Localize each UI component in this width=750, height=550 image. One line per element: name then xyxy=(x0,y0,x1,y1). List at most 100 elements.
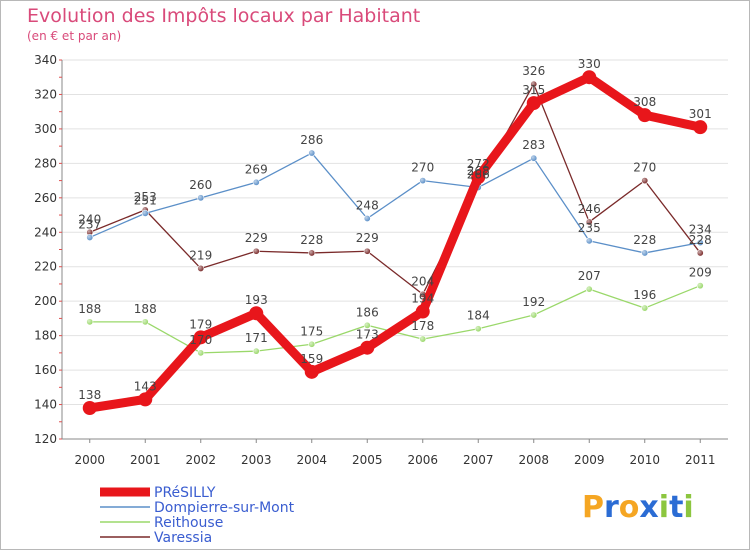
x-tick-label: 2005 xyxy=(352,453,383,467)
data-point-shine xyxy=(253,248,260,255)
data-label: 207 xyxy=(578,269,601,283)
data-label: 301 xyxy=(689,107,712,121)
data-label: 253 xyxy=(134,190,157,204)
proxiti-logo: Proxiti xyxy=(582,490,694,525)
data-point-shine xyxy=(86,234,93,241)
x-tick-label: 2004 xyxy=(296,453,327,467)
data-label: 228 xyxy=(300,233,323,247)
data-point-shine xyxy=(697,249,704,257)
data-point-shine xyxy=(86,229,93,236)
y-tick-label: 140 xyxy=(34,398,57,412)
data-point-shine xyxy=(253,347,260,355)
data-label: 194 xyxy=(411,292,434,306)
data-point-shine xyxy=(197,265,204,272)
series-line xyxy=(89,285,701,354)
legend-label: PRéSILLY xyxy=(154,485,216,501)
data-point-shine xyxy=(197,194,204,202)
data-label: 237 xyxy=(78,217,101,231)
data-point-shine xyxy=(530,311,537,319)
x-tick-label: 2007 xyxy=(463,453,494,467)
x-tick-label: 2000 xyxy=(74,453,105,467)
data-label: 269 xyxy=(245,162,268,176)
data-label: 283 xyxy=(522,138,545,152)
data-label: 246 xyxy=(578,202,601,216)
data-point-shine xyxy=(697,282,704,289)
data-label: 266 xyxy=(467,167,490,181)
data-point xyxy=(82,400,97,415)
data-point xyxy=(360,340,375,355)
data-point-shine xyxy=(308,149,315,157)
data-label: 138 xyxy=(78,388,101,402)
data-label: 229 xyxy=(356,231,379,245)
data-point-shine xyxy=(530,80,537,88)
series-line xyxy=(85,72,705,413)
x-tick-label: 2009 xyxy=(574,453,605,467)
data-point xyxy=(249,306,264,321)
logo-letter: P xyxy=(582,490,604,525)
series-varessia xyxy=(86,80,704,298)
logo-letter: o xyxy=(619,490,640,525)
x-tick-label: 2010 xyxy=(629,453,660,467)
data-point xyxy=(471,170,486,185)
data-label: 228 xyxy=(689,233,712,247)
series-pr-silly xyxy=(82,70,708,415)
data-point-shine xyxy=(364,322,371,329)
y-tick-label: 240 xyxy=(34,225,57,239)
data-label: 179 xyxy=(189,317,212,331)
data-label: 308 xyxy=(633,95,656,109)
y-tick-label: 300 xyxy=(34,122,57,136)
y-tick-label: 280 xyxy=(34,156,57,170)
data-label: 143 xyxy=(134,379,157,393)
data-point-shine xyxy=(253,179,260,186)
legend: PRéSILLYDompierre-sur-MontReithouseVares… xyxy=(100,485,295,546)
data-label: 315 xyxy=(522,83,545,97)
data-point-shine xyxy=(142,210,149,217)
data-point-shine xyxy=(641,304,648,312)
x-tick-label: 2002 xyxy=(185,453,216,467)
data-label: 186 xyxy=(356,305,379,319)
data-point-shine xyxy=(586,237,593,245)
x-tick-label: 2006 xyxy=(407,453,438,467)
data-label: 270 xyxy=(633,161,656,175)
data-point xyxy=(304,364,319,379)
data-label: 240 xyxy=(78,212,101,226)
y-tick-label: 340 xyxy=(34,53,57,67)
data-labels: 240 253 219 229 228 229 204 268 326 246 270 228 188 1… xyxy=(78,57,711,402)
axes: 120 140 160 180 200 220 240 260 280 300 320 340 2000… xyxy=(34,53,728,467)
data-label: 326 xyxy=(522,64,545,78)
data-point-shine xyxy=(586,285,593,293)
data-label: 192 xyxy=(522,295,545,309)
data-label: 175 xyxy=(300,324,323,338)
y-tick-label: 200 xyxy=(34,294,57,308)
data-label: 286 xyxy=(300,133,323,147)
data-label: 251 xyxy=(134,193,157,207)
logo-letter: r xyxy=(604,490,619,525)
series-line xyxy=(89,152,701,254)
data-point-shine xyxy=(641,177,648,184)
legend-label: Dompierre-sur-Mont xyxy=(154,500,295,516)
data-point xyxy=(526,96,541,111)
data-label: 188 xyxy=(78,302,101,316)
x-tick-label: 2001 xyxy=(130,453,161,467)
logo-letter: i xyxy=(659,490,669,525)
series-line xyxy=(89,83,701,295)
data-label: 235 xyxy=(578,221,601,235)
data-label: 159 xyxy=(300,352,323,366)
logo-letter: x xyxy=(639,490,658,525)
data-point xyxy=(582,70,597,85)
x-tick-label: 2008 xyxy=(518,453,549,467)
data-point-shine xyxy=(308,341,315,348)
chart-subtitle: (en € et par an) xyxy=(27,29,121,43)
y-tick-label: 160 xyxy=(34,363,57,377)
x-tick-label: 2011 xyxy=(685,453,716,467)
data-label: 193 xyxy=(245,293,268,307)
data-point xyxy=(193,330,208,345)
data-label: 234 xyxy=(689,223,712,237)
data-label: 270 xyxy=(411,161,434,175)
series-dompierre-sur-mont xyxy=(86,149,704,257)
data-label: 178 xyxy=(411,319,434,333)
data-label: 188 xyxy=(134,302,157,316)
data-point-shine xyxy=(308,249,315,257)
